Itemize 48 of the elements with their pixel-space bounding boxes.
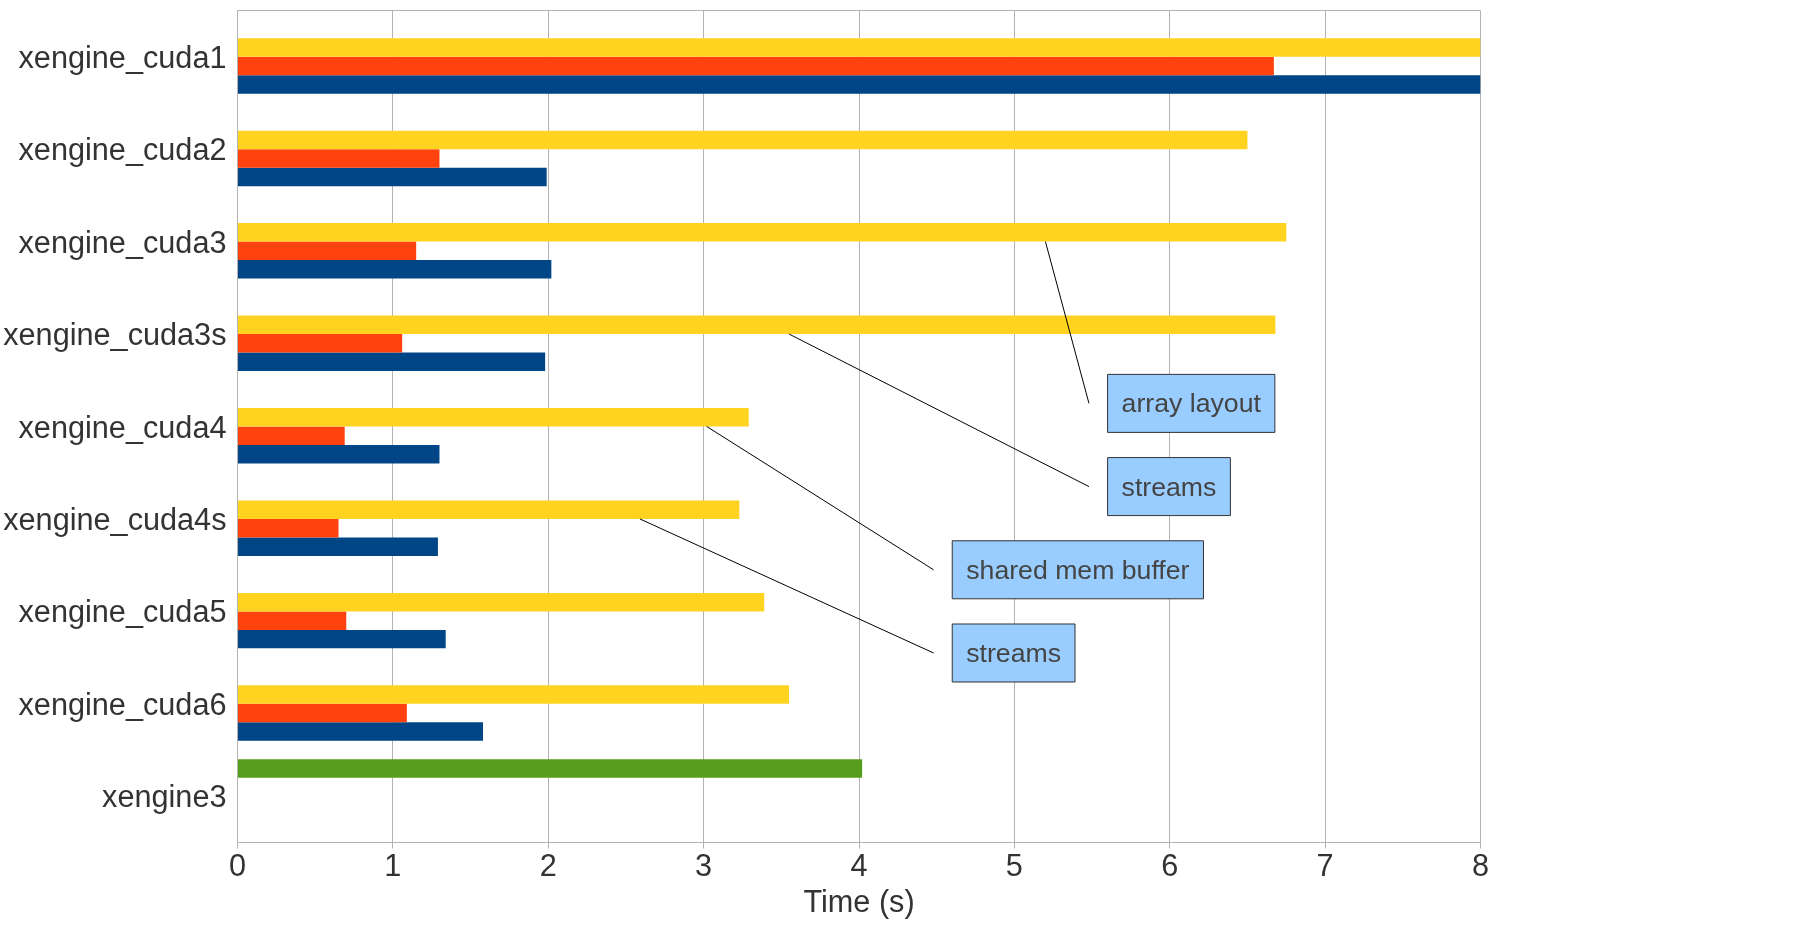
x-tick-label: 5 [1005,847,1023,882]
bar [237,149,440,168]
bar [237,629,446,649]
bar [237,703,407,723]
bar [237,315,1276,335]
y-tick-label: xengine_cuda3 [18,224,227,260]
bar [237,685,790,704]
y-tick-label: xengine_cuda4 [18,409,227,445]
x-tick-label: 2 [539,847,557,882]
y-tick-label: xengine_cuda5 [18,594,227,630]
bar [237,500,740,519]
x-tick-label: 8 [1471,847,1490,882]
annotation: array layout [1121,388,1262,419]
bar [237,408,749,427]
x-tick-label: 7 [1316,847,1334,882]
x-tick-label: 3 [695,847,713,882]
bar [237,759,863,778]
annotation: streams [966,637,1062,668]
y-tick-label: xengine_cuda1 [18,39,227,75]
x-axis-title: Time (s) [803,883,915,919]
bar [237,518,339,538]
x-tick-label: 4 [850,847,868,882]
y-tick-label: xengine_cuda4s [3,501,227,537]
bar [237,444,440,464]
bar [237,611,347,630]
bar [237,167,547,187]
y-tick-label: xengine_cuda2 [18,132,227,168]
x-tick-label: 0 [228,847,247,882]
bar [237,722,483,741]
bar [237,334,403,353]
bar [237,75,1481,94]
x-tick-label: 6 [1161,847,1179,882]
bar [237,260,552,279]
bar [237,130,1248,150]
y-tick-label: xengine_cuda3s [3,317,227,353]
bar [237,241,417,261]
bar [237,426,345,445]
bar [237,223,1287,242]
annotation: shared mem buffer [966,554,1190,585]
bar [237,56,1274,76]
y-tick-label: xengine_cuda6 [18,686,227,722]
y-tick-label: xengine3 [102,779,227,815]
bar [237,537,438,556]
annotation: streams [1121,471,1217,502]
bar [237,592,765,612]
x-tick-label: 1 [384,847,402,882]
bar [237,38,1481,57]
bar [237,352,546,372]
